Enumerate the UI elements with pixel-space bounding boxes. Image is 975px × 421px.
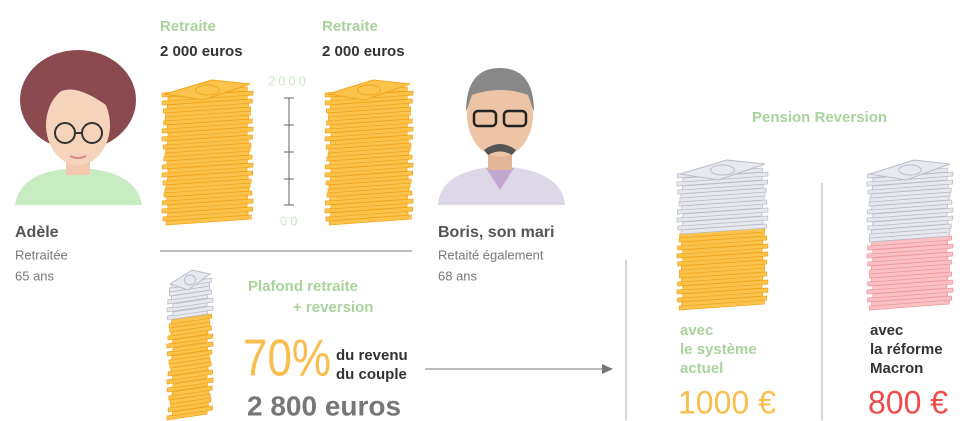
scale-bottom: 00 xyxy=(280,213,300,228)
page: {"adele": {"name": "Adèle", "status": "R… xyxy=(0,0,975,421)
macron-line: Macron xyxy=(870,360,923,377)
scale xyxy=(284,98,294,205)
current-line: avec xyxy=(680,322,713,339)
current-amount: 1000 € xyxy=(678,384,776,420)
ceiling-desc: du revenu xyxy=(336,347,408,364)
infographic: Adèle Retraitée 65 ans Boris, son mari R… xyxy=(0,0,975,421)
boris-name: Boris, son mari xyxy=(438,224,554,241)
macron-line: la réforme xyxy=(870,341,943,358)
adele-name: Adèle xyxy=(15,224,59,241)
macron-amount: 800 € xyxy=(868,384,948,420)
ceiling-percent: 70% xyxy=(243,330,331,388)
reversion-title: Pension Reversion xyxy=(752,109,887,126)
ceiling-desc: du couple xyxy=(336,366,407,383)
macron-line: avec xyxy=(870,322,903,339)
adele-status: Retraitée xyxy=(15,247,68,262)
adele-age: 65 ans xyxy=(15,268,55,283)
ceiling-subtitle: + reversion xyxy=(293,299,373,316)
left-stack-label: Retraite xyxy=(160,18,216,35)
left-stack-amount: 2 000 euros xyxy=(160,43,243,60)
scale-top: 2000 xyxy=(268,73,309,88)
ceiling-title: Plafond retraite xyxy=(248,278,358,295)
right-stack-amount: 2 000 euros xyxy=(322,43,405,60)
adele-portrait xyxy=(15,50,142,205)
current-line: le système xyxy=(680,341,757,358)
boris-status: Retaité également xyxy=(438,247,544,262)
ceiling-amount: 2 800 euros xyxy=(247,390,401,421)
current-line: actuel xyxy=(680,360,723,377)
right-stack-label: Retraite xyxy=(322,18,378,35)
boris-age: 68 ans xyxy=(438,268,478,283)
boris-portrait xyxy=(438,68,565,205)
arrow xyxy=(425,364,613,374)
